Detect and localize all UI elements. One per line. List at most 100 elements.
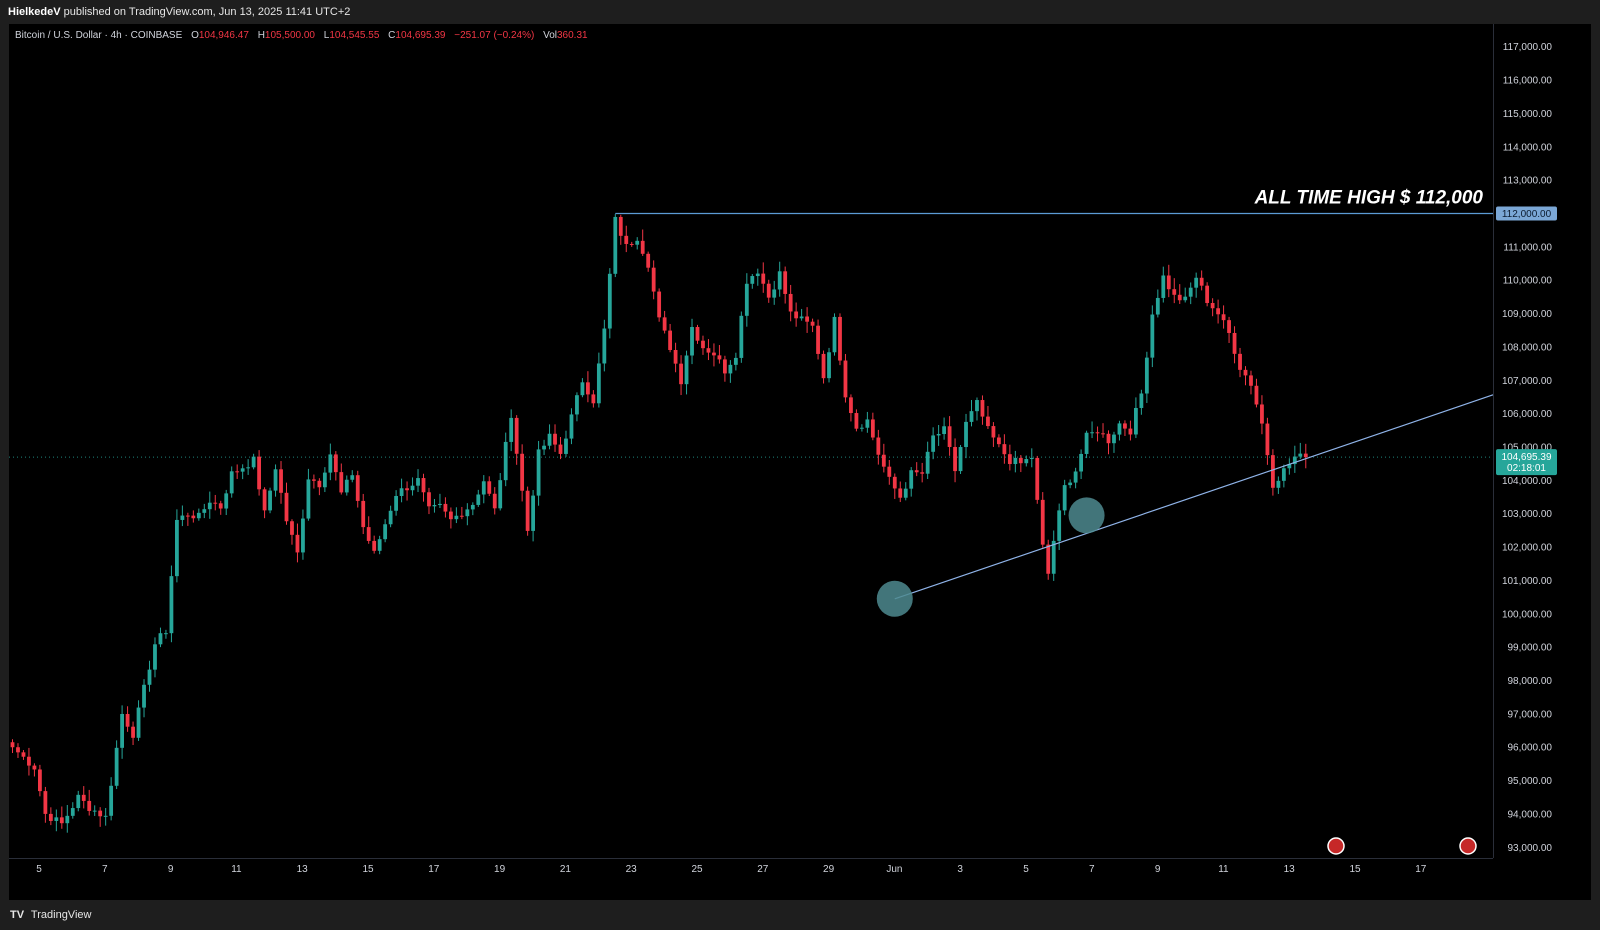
date-tick-label: 25 [691,864,703,875]
candle-body [514,417,519,454]
candle-body [279,469,283,493]
legend-symbol: Bitcoin / U.S. Dollar · 4h · COINBASE [15,30,183,41]
candle-body [1068,482,1073,486]
candle-body [1051,540,1056,574]
candle-body [881,454,886,467]
candle-body [43,791,48,814]
price-tick-label: 108,000.00 [1502,342,1552,353]
price-tick-label: 106,000.00 [1502,409,1552,420]
candle-body [750,276,755,284]
candle-body [103,815,108,817]
price-tick-label: 95,000.00 [1508,776,1553,787]
candle-body [717,355,722,360]
price-tick-label: 107,000.00 [1502,376,1552,387]
chart-area[interactable]: ALL TIME HIGH $ 112,000 117,000.00 116,00… [9,24,1591,900]
price-chart[interactable]: ALL TIME HIGH $ 112,000 117,000.00 116,00… [9,24,1591,900]
candle-body [684,355,689,385]
candle-body [1024,459,1029,464]
price-tick-label: 96,000.00 [1508,743,1553,754]
candle-body [48,813,53,821]
date-tick-label: 5 [1023,864,1029,875]
candle-body [416,478,420,486]
date-tick-label: 7 [1089,864,1095,875]
countdown-tag: 02:18:01 [1507,463,1546,474]
price-tick-label: 111,000.00 [1503,242,1552,253]
candle-body [361,500,366,528]
touch-point-circle [1068,497,1105,534]
candle-body [312,479,316,481]
candle-body [317,480,322,488]
candle-body [690,327,694,356]
tradingview-logo-icon[interactable]: TV [10,909,25,921]
candle-body [525,490,530,531]
candle-body [459,515,464,517]
candle-body [766,283,771,298]
candle-body [251,456,256,468]
candle-body [153,644,157,670]
candle-body [838,316,842,361]
candle-body [794,311,799,319]
ath-price-tag-bg [1496,206,1557,221]
date-tick-label: 9 [1155,864,1161,875]
candle-body [246,467,251,469]
candle-body [1134,407,1138,435]
candle-body [476,494,481,505]
candle-body [821,353,826,379]
candle-body [980,400,985,417]
candle-body [827,352,831,379]
footer-brand[interactable]: TradingView [30,909,92,921]
candle-body [366,527,371,541]
date-tick-label: 27 [757,864,769,875]
candle-body [706,348,711,353]
candle-body [607,273,612,329]
economic-event-icon [1459,837,1477,855]
candle-body [849,397,853,414]
candle-body [1265,423,1270,456]
publisher-author: HielkedeV [8,6,61,18]
candle-body [772,289,777,298]
candle-body [613,216,618,274]
date-tick-label: 7 [102,864,108,875]
candle-body [213,502,218,504]
candle-body [10,742,15,748]
candle-body [542,445,546,450]
candle-body [1046,544,1051,574]
candle-body [224,493,229,509]
date-tick-label: 17 [1415,864,1427,875]
candle-body [1090,432,1094,434]
candle-body [1150,314,1155,358]
candle-body [1254,385,1259,405]
candle-body [799,316,804,319]
legend-low: 104,545.55 [329,30,380,41]
candle-body [986,416,990,427]
price-tick-label: 113,000.00 [1503,176,1553,187]
candle-body [218,503,223,509]
candle-body [953,446,957,472]
candle-body [87,800,92,811]
candle-body [1271,455,1275,488]
candle-body [668,330,672,350]
candle-body [350,475,355,480]
candle-body [1062,485,1067,511]
candle-body [383,524,388,540]
candle-body [1101,433,1105,435]
candle-body [503,441,508,481]
candle-body [1281,468,1286,481]
candle-body [377,539,382,551]
candle-body [755,273,760,277]
candle-body [1007,454,1012,465]
candle-body [569,414,574,439]
date-tick-label: 23 [626,864,638,875]
candle-body [629,243,634,245]
legend-open-label: O [191,30,199,41]
candle-body [651,267,656,292]
candle-body [1155,297,1160,315]
candle-body [191,515,196,519]
candle-body [421,478,426,493]
candle-body [301,518,305,553]
footer-bar: TV TradingView [0,900,1600,930]
candle-body [465,509,470,517]
candle-body [1199,277,1204,286]
candle-body [898,488,903,498]
candle-body [1073,471,1078,483]
